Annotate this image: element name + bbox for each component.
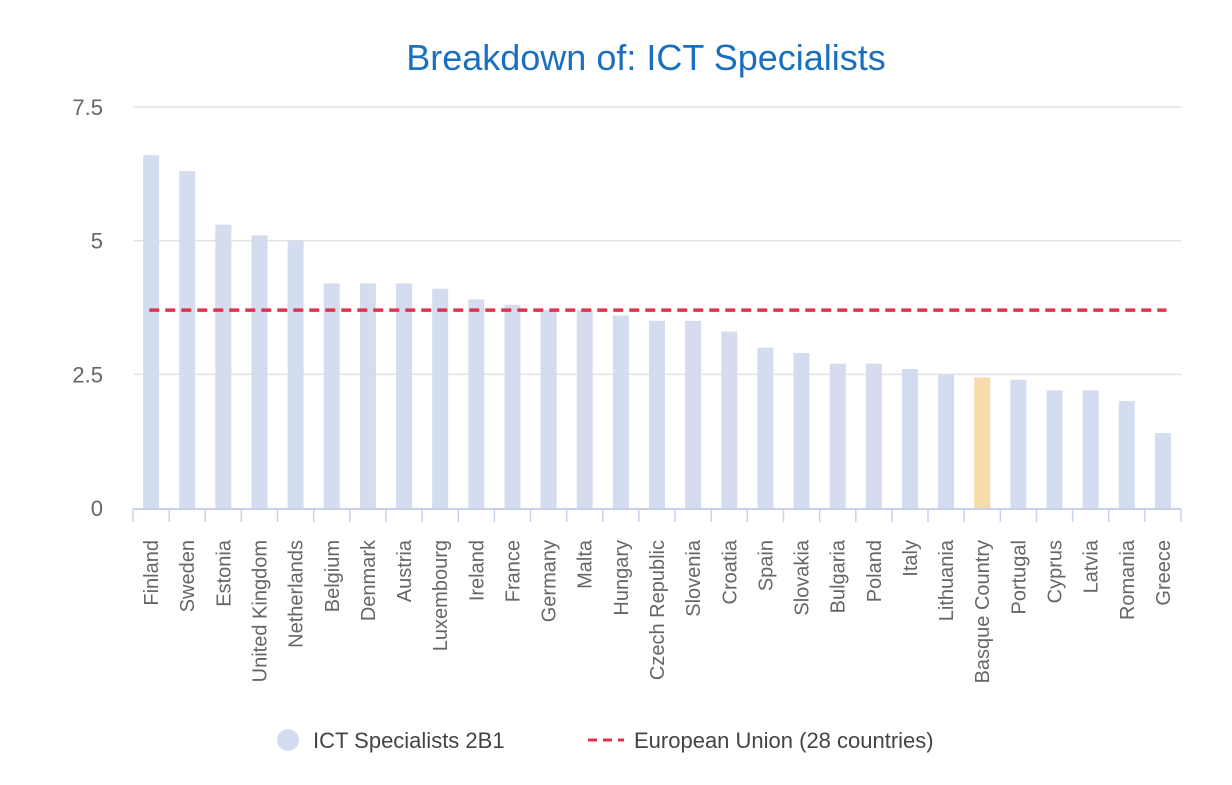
legend-item-line[interactable]: European Union (28 countries) (588, 728, 934, 753)
bar-belgium[interactable] (323, 283, 340, 508)
bar-finland[interactable] (143, 155, 160, 508)
x-tick-label: France (502, 540, 524, 602)
x-tick-label: Greece (1153, 540, 1175, 606)
x-tick-label: Bulgaria (828, 539, 850, 613)
chart-title: Breakdown of: ICT Specialists (406, 37, 886, 78)
x-tick-label: Estonia (213, 539, 235, 607)
bar-ireland[interactable] (468, 299, 485, 508)
legend-bar-swatch (277, 729, 299, 751)
bar-slovakia[interactable] (793, 352, 810, 508)
bar-france[interactable] (504, 304, 521, 508)
bar-czech-republic[interactable] (649, 320, 665, 508)
bar-poland[interactable] (865, 363, 882, 508)
bar-bulgaria[interactable] (829, 363, 846, 508)
x-tick-label: Ireland (466, 540, 488, 601)
y-tick-label: 2.5 (72, 362, 103, 387)
x-tick-label: Austria (394, 539, 416, 602)
bar-united-kingdom[interactable] (251, 235, 268, 508)
y-tick-label: 5 (91, 229, 103, 254)
y-axis-ticks: 0 2.5 5 7.5 (72, 95, 103, 521)
bars (143, 155, 1171, 509)
bar-basque-country[interactable] (974, 377, 991, 508)
x-tick-label: Luxembourg (430, 540, 452, 651)
bar-spain[interactable] (757, 347, 774, 508)
x-tick-label: Italy (900, 540, 922, 577)
legend-item-bar[interactable]: ICT Specialists 2B1 (277, 728, 505, 753)
x-tick-label: Czech Republic (647, 540, 669, 680)
y-tick-label: 0 (91, 496, 103, 521)
bar-italy[interactable] (901, 368, 918, 508)
x-tick-label: Finland (141, 540, 163, 606)
bar-germany[interactable] (540, 310, 557, 508)
x-tick-label: United Kingdom (249, 540, 271, 682)
bar-sweden[interactable] (179, 171, 196, 508)
y-tick-label: 7.5 (72, 95, 103, 120)
x-tick-label: Basque Country (972, 540, 994, 683)
bar-latvia[interactable] (1082, 390, 1099, 508)
x-tick-label: Portugal (1008, 540, 1030, 615)
x-tick-label: Poland (864, 540, 886, 602)
x-tick-label: Slovenia (683, 539, 705, 617)
bar-hungary[interactable] (612, 315, 629, 508)
x-tick-label: Netherlands (286, 540, 308, 648)
x-tick-label: Croatia (719, 539, 741, 604)
bar-luxembourg[interactable] (432, 288, 449, 508)
bar-austria[interactable] (396, 283, 413, 508)
legend-bar-label: ICT Specialists 2B1 (313, 728, 505, 753)
x-tick-label: Spain (755, 540, 777, 591)
bar-netherlands[interactable] (287, 240, 304, 508)
x-tick-label: Latvia (1081, 539, 1103, 593)
legend: ICT Specialists 2B1 European Union (28 c… (277, 728, 934, 753)
x-tick-label: Cyprus (1045, 540, 1067, 603)
legend-line-label: European Union (28 countries) (634, 728, 934, 753)
x-axis (132, 508, 1182, 522)
bar-portugal[interactable] (1010, 379, 1027, 508)
x-tick-label: Belgium (322, 540, 344, 612)
x-tick-label: Sweden (177, 540, 199, 612)
x-tick-label: Malta (575, 539, 597, 589)
x-tick-label: Lithuania (936, 539, 958, 621)
x-tick-label: Germany (539, 540, 561, 622)
x-tick-label: Hungary (611, 540, 633, 616)
bar-croatia[interactable] (721, 331, 738, 508)
bar-cyprus[interactable] (1046, 390, 1063, 508)
bar-malta[interactable] (576, 310, 593, 508)
x-tick-label: Slovakia (792, 539, 814, 615)
bar-lithuania[interactable] (938, 374, 955, 508)
x-tick-label: Denmark (358, 539, 380, 621)
x-axis-labels: Finland Sweden Estonia United Kingdom Nether… (141, 539, 1175, 683)
bar-denmark[interactable] (359, 283, 376, 508)
bar-estonia[interactable] (215, 224, 232, 509)
bar-romania[interactable] (1118, 401, 1135, 508)
x-tick-label: Romania (1117, 539, 1139, 620)
bar-greece[interactable] (1154, 433, 1171, 508)
bar-slovenia[interactable] (685, 320, 702, 508)
